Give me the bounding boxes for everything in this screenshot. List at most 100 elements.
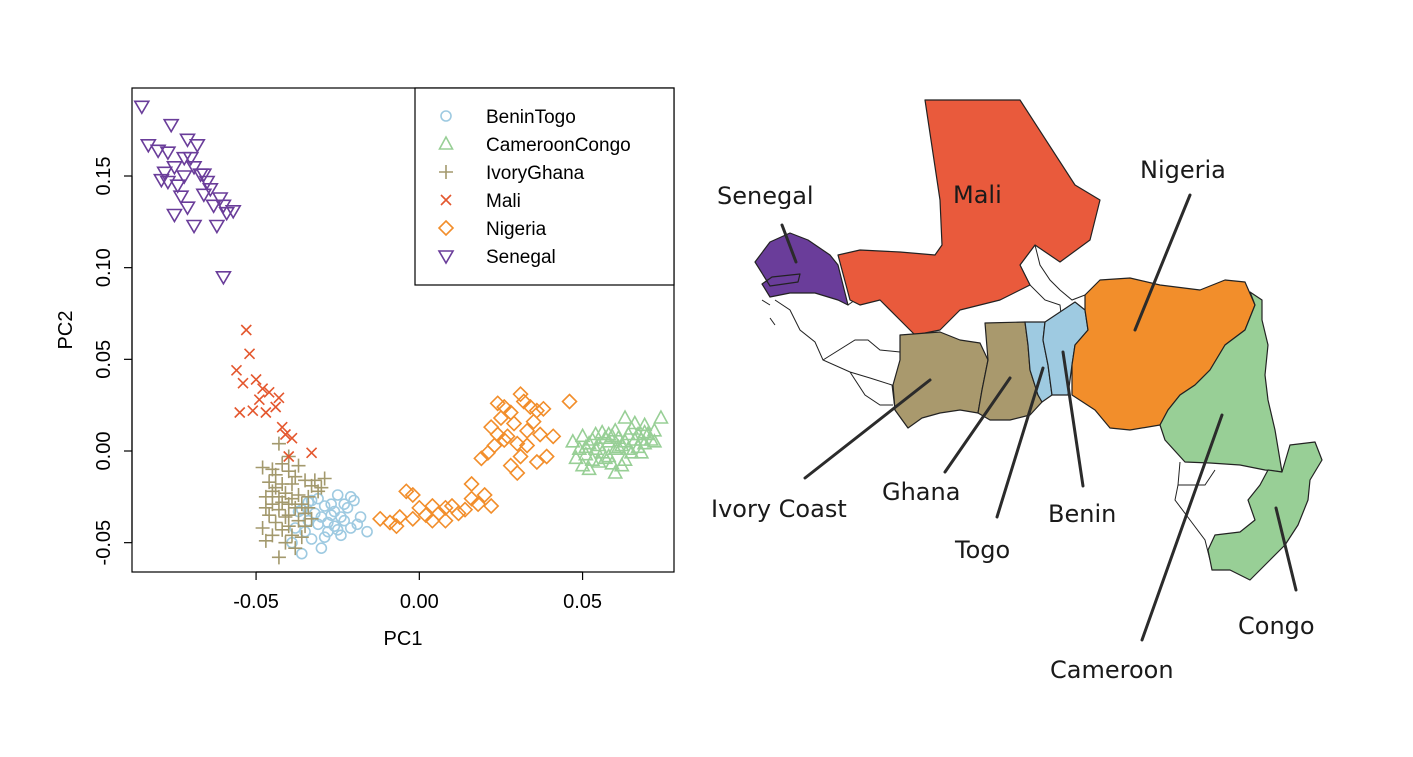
point-IvoryGhana bbox=[291, 513, 306, 528]
point-Senegal bbox=[201, 183, 219, 198]
map-neighbors-outline bbox=[761, 244, 1216, 561]
point-Senegal bbox=[172, 190, 190, 205]
point-Nigeria bbox=[512, 448, 529, 465]
point-Nigeria bbox=[483, 419, 500, 436]
point-Nigeria bbox=[404, 486, 421, 504]
point-CameroonCongo bbox=[597, 429, 614, 444]
point-BeninTogo bbox=[348, 494, 360, 507]
point-CameroonCongo bbox=[613, 436, 630, 452]
point-BeninTogo bbox=[315, 511, 328, 523]
point-Senegal bbox=[211, 192, 229, 207]
point-IvoryGhana bbox=[255, 460, 270, 475]
point-Mali bbox=[306, 447, 318, 459]
point-Senegal bbox=[224, 205, 242, 220]
point-Mali bbox=[283, 450, 295, 463]
point-IvoryGhana bbox=[271, 489, 286, 504]
country-senegal bbox=[754, 232, 849, 306]
legend: BeninTogo CameroonCongo IvoryGhana Mali Nige… bbox=[414, 87, 675, 286]
point-IvoryGhana bbox=[278, 535, 293, 550]
legend-label: BeninTogo bbox=[486, 107, 576, 128]
point-Nigeria bbox=[509, 464, 526, 482]
legend-marker-Senegal bbox=[437, 250, 455, 265]
point-Nigeria bbox=[469, 496, 487, 513]
point-Nigeria bbox=[528, 402, 545, 419]
point-Nigeria bbox=[476, 486, 493, 504]
point-IvoryGhana bbox=[291, 458, 306, 473]
legend-label: CameroonCongo bbox=[486, 135, 631, 156]
point-IvoryGhana bbox=[265, 497, 280, 512]
point-CameroonCongo bbox=[581, 460, 597, 476]
leader-benin bbox=[1061, 350, 1085, 488]
point-Senegal bbox=[159, 146, 177, 161]
point-Mali bbox=[279, 428, 292, 441]
point-Nigeria bbox=[483, 497, 500, 515]
series-Mali bbox=[230, 324, 318, 463]
series-Nigeria bbox=[372, 386, 578, 535]
point-IvoryGhana bbox=[294, 497, 309, 512]
point-Nigeria bbox=[424, 497, 441, 515]
legend-label: Senegal bbox=[486, 247, 556, 268]
point-Senegal bbox=[133, 100, 151, 115]
point-BeninTogo bbox=[344, 522, 357, 534]
point-Mali bbox=[257, 383, 269, 395]
point-IvoryGhana bbox=[298, 506, 313, 521]
point-Nigeria bbox=[372, 510, 389, 527]
point-IvoryGhana bbox=[275, 522, 290, 537]
point-Nigeria bbox=[561, 393, 578, 410]
point-Nigeria bbox=[391, 508, 408, 526]
legend-label: Nigeria bbox=[486, 219, 547, 240]
leader-ghana bbox=[943, 376, 1012, 474]
point-IvoryGhana bbox=[265, 528, 280, 543]
point-Nigeria bbox=[505, 415, 523, 432]
label-ivory-coast: Ivory Coast bbox=[711, 495, 847, 523]
point-IvoryGhana bbox=[301, 489, 316, 504]
point-Mali bbox=[286, 432, 298, 444]
point-Nigeria bbox=[538, 448, 555, 465]
point-Senegal bbox=[156, 166, 174, 181]
point-Senegal bbox=[179, 201, 196, 216]
point-Nigeria bbox=[492, 409, 510, 427]
y-axis: -0.05 0.00 0.05 0.10 0.15 bbox=[93, 157, 133, 565]
y-tick-label: 0.05 bbox=[93, 340, 115, 379]
point-IvoryGhana bbox=[281, 497, 296, 512]
point-IvoryGhana bbox=[288, 541, 303, 556]
point-Mali bbox=[253, 394, 265, 406]
point-CameroonCongo bbox=[594, 444, 611, 459]
point-CameroonCongo bbox=[607, 440, 624, 455]
point-Nigeria bbox=[512, 386, 529, 403]
point-BeninTogo bbox=[295, 547, 308, 560]
point-Senegal bbox=[166, 161, 183, 176]
series-Senegal bbox=[133, 100, 242, 286]
point-Nigeria bbox=[404, 510, 421, 527]
point-CameroonCongo bbox=[620, 440, 637, 455]
point-Nigeria bbox=[437, 499, 454, 516]
legend-marker-Mali bbox=[440, 194, 452, 206]
point-IvoryGhana bbox=[271, 550, 286, 565]
point-IvoryGhana bbox=[307, 473, 322, 488]
point-Senegal bbox=[208, 219, 226, 235]
point-IvoryGhana bbox=[281, 464, 296, 479]
point-Mali bbox=[234, 406, 246, 419]
point-CameroonCongo bbox=[640, 425, 656, 441]
point-IvoryGhana bbox=[271, 436, 286, 451]
point-Nigeria bbox=[532, 426, 549, 443]
point-IvoryGhana bbox=[271, 502, 286, 517]
point-Senegal bbox=[195, 188, 213, 203]
country-mali bbox=[837, 99, 1101, 336]
point-CameroonCongo bbox=[646, 433, 663, 448]
point-CameroonCongo bbox=[636, 416, 653, 432]
point-CameroonCongo bbox=[607, 464, 624, 479]
point-Mali bbox=[276, 421, 288, 433]
point-Nigeria bbox=[518, 437, 536, 454]
leader-nigeria bbox=[1133, 193, 1192, 332]
point-CameroonCongo bbox=[568, 449, 584, 465]
label-nigeria: Nigeria bbox=[1140, 156, 1226, 184]
point-Mali bbox=[273, 392, 285, 404]
point-CameroonCongo bbox=[587, 425, 604, 441]
point-CameroonCongo bbox=[604, 455, 620, 470]
point-IvoryGhana bbox=[278, 486, 293, 501]
leader-ivory-coast bbox=[803, 378, 932, 480]
x-axis: -0.05 0.00 0.05 bbox=[233, 571, 602, 613]
point-IvoryGhana bbox=[288, 500, 303, 515]
point-CameroonCongo bbox=[636, 434, 653, 450]
